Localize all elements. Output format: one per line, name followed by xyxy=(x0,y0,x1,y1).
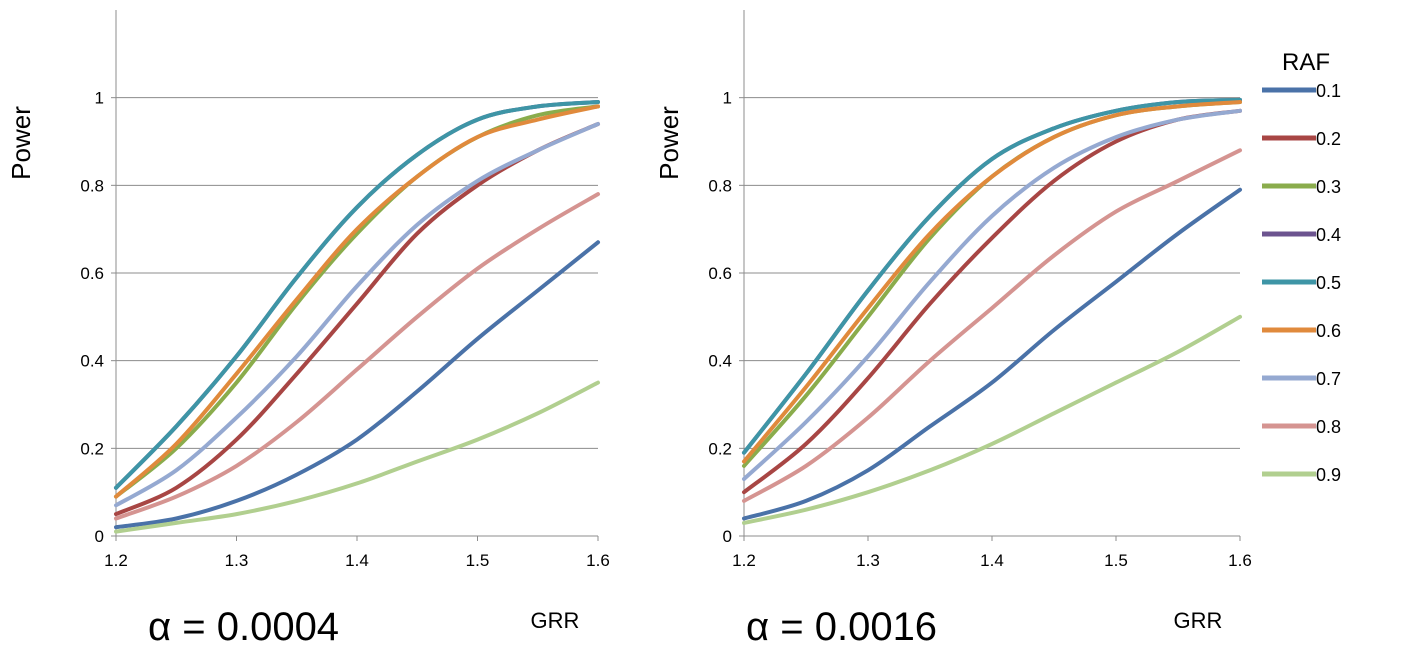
series-line-raf-0-1 xyxy=(742,187,1242,521)
y-tick-label: 0.8 xyxy=(80,176,104,195)
series-line-raf-0-9 xyxy=(742,314,1242,525)
legend: RAF 0.1 0.2 0.3 0.4 0.5 0.6 0.7 0.8 0.9 xyxy=(1262,49,1341,485)
legend-label: 0.5 xyxy=(1316,273,1341,293)
legend-label: 0.2 xyxy=(1316,129,1341,149)
series-line-raf-0-6 xyxy=(114,104,600,499)
legend-label: 0.4 xyxy=(1316,225,1341,245)
series-line-raf-0-7 xyxy=(742,108,1242,481)
x-tick-label: 1.3 xyxy=(225,551,249,570)
series-line-raf-0-4 xyxy=(742,97,1242,455)
legend-label: 0.9 xyxy=(1316,465,1341,485)
series-line-raf-0-1 xyxy=(114,240,600,530)
y-tick-label: 1 xyxy=(723,89,732,108)
y-tick-label: 0.4 xyxy=(80,352,104,371)
legend-title: RAF xyxy=(1282,49,1330,76)
chart-panel-alpha-0004: 0 0.2 0.4 0.6 0.8 1 1.2 1.3 1.4 1.5 1.6 Power GRR α =… xyxy=(6,10,610,649)
chart-panel-alpha-0016: 0 0.2 0.4 0.6 0.8 1 1.2 1.3 1.4 1.5 1.6 Power GRR α =… xyxy=(654,10,1252,649)
series-line-raf-0-3 xyxy=(114,104,600,499)
legend-label: 0.3 xyxy=(1316,177,1341,197)
legend-label: 0.6 xyxy=(1316,321,1341,341)
legend-label: 0.1 xyxy=(1316,81,1341,101)
x-axis-title: GRR xyxy=(1174,608,1223,633)
y-tick-label: 1 xyxy=(95,89,104,108)
x-tick-label: 1.4 xyxy=(345,551,369,570)
x-tick-label: 1.5 xyxy=(466,551,490,570)
alpha-caption: α = 0.0004 xyxy=(148,605,339,649)
y-tick-label: 0.6 xyxy=(708,264,732,283)
y-tick-label: 0 xyxy=(723,527,732,546)
y-tick-label: 0 xyxy=(95,527,104,546)
y-tick-label: 0.2 xyxy=(708,439,732,458)
y-axis-title: Power xyxy=(6,106,36,180)
series-line-raf-0-5 xyxy=(114,100,600,490)
x-tick-label: 1.5 xyxy=(1104,551,1128,570)
series-line-raf-0-8 xyxy=(742,148,1242,503)
y-tick-label: 0.8 xyxy=(708,176,732,195)
x-axis-title: GRR xyxy=(531,608,580,633)
x-tick-label: 1.6 xyxy=(586,551,610,570)
series-line-raf-0-6 xyxy=(742,100,1242,464)
x-tick-label: 1.2 xyxy=(104,551,128,570)
x-tick-label: 1.2 xyxy=(732,551,756,570)
series-line-raf-0-7 xyxy=(114,122,600,508)
legend-label: 0.7 xyxy=(1316,369,1341,389)
y-axis-title: Power xyxy=(654,106,684,180)
y-tick-label: 0.4 xyxy=(708,352,732,371)
series-line-raf-0-2 xyxy=(742,108,1242,495)
series-line-raf-0-2 xyxy=(114,122,600,517)
x-tick-label: 1.4 xyxy=(980,551,1004,570)
y-tick-label: 0.6 xyxy=(80,264,104,283)
legend-label: 0.8 xyxy=(1316,417,1341,437)
y-tick-label: 0.2 xyxy=(80,439,104,458)
x-tick-label: 1.6 xyxy=(1228,551,1252,570)
series-line-raf-0-8 xyxy=(114,192,600,521)
series-line-raf-0-9 xyxy=(114,380,600,534)
alpha-caption: α = 0.0016 xyxy=(746,605,937,649)
series-line-raf-0-5 xyxy=(742,97,1242,455)
x-tick-label: 1.3 xyxy=(856,551,880,570)
